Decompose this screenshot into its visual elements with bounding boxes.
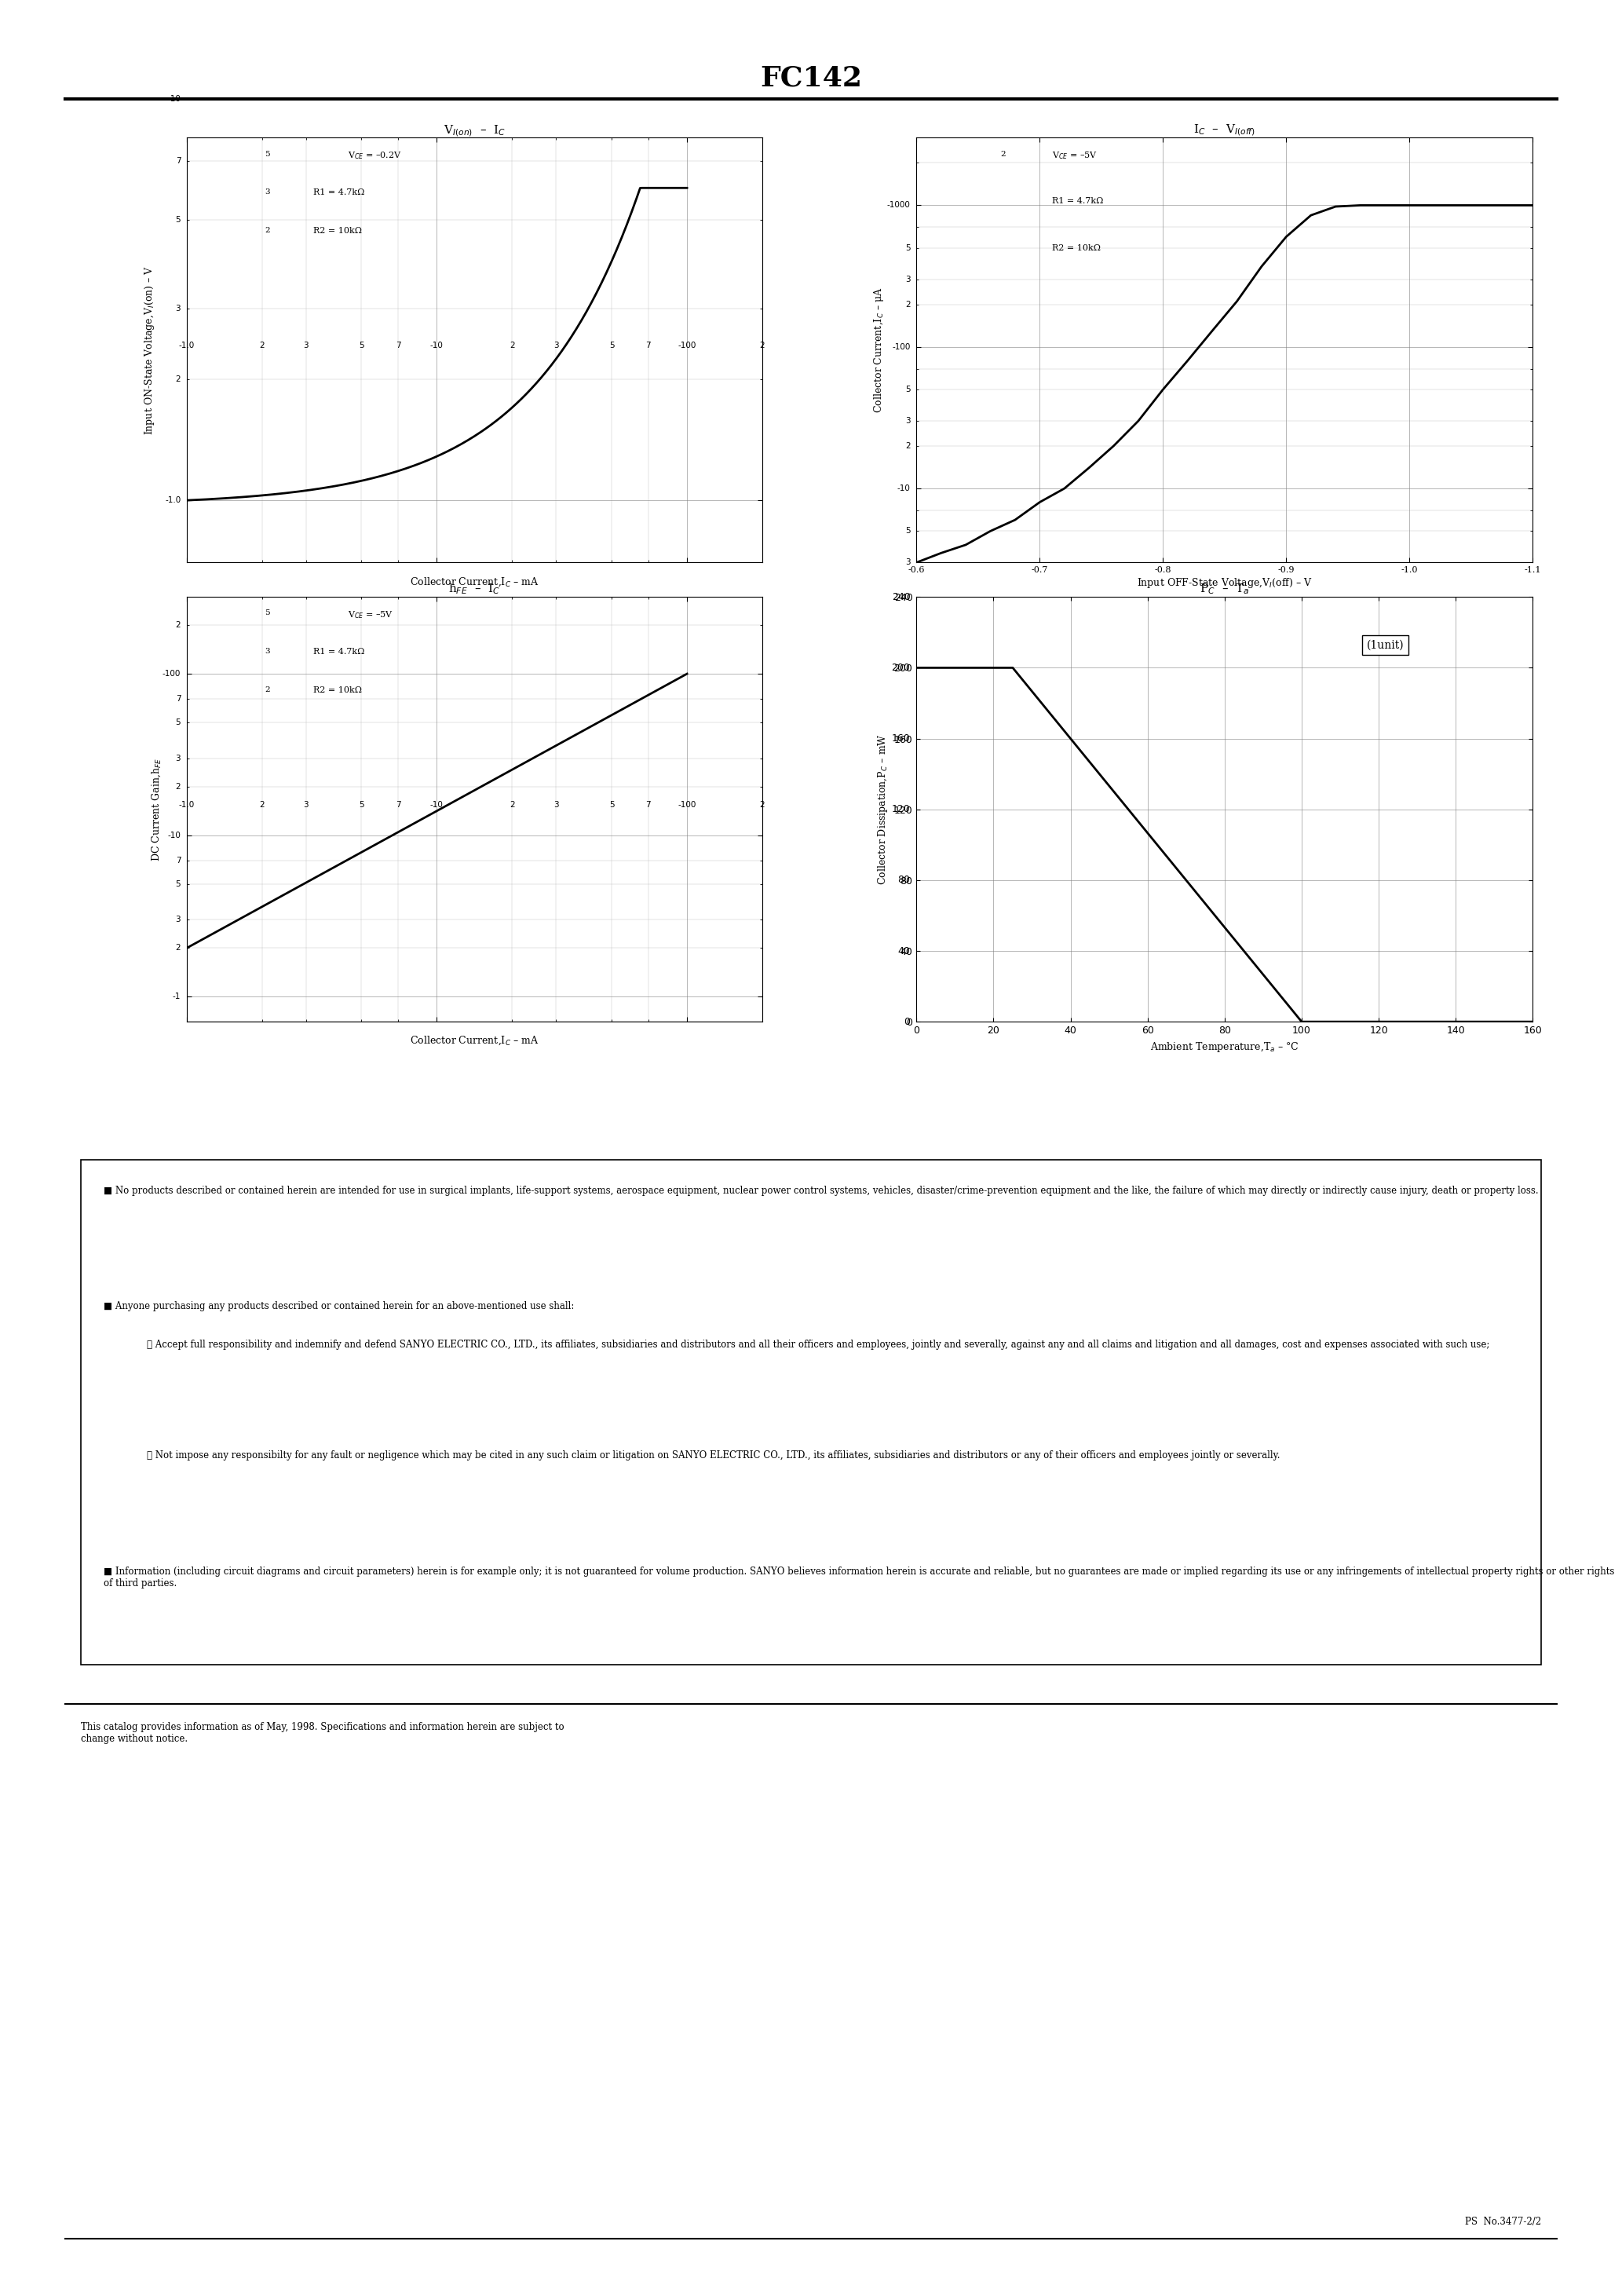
X-axis label: Collector Current,I$_C$ – mA: Collector Current,I$_C$ – mA bbox=[410, 1035, 539, 1047]
Y-axis label: Input ON-State Voltage,V$_I$(on) – V: Input ON-State Voltage,V$_I$(on) – V bbox=[143, 266, 156, 434]
Text: -100: -100 bbox=[892, 342, 910, 351]
Text: 7: 7 bbox=[396, 801, 401, 808]
Text: FC142: FC142 bbox=[761, 64, 861, 92]
Text: R2 = 10kΩ: R2 = 10kΩ bbox=[313, 687, 362, 693]
Text: -100: -100 bbox=[678, 342, 696, 349]
Text: 0: 0 bbox=[903, 1017, 910, 1026]
Text: 2: 2 bbox=[759, 801, 766, 808]
Text: V$_{CE}$ = –5V: V$_{CE}$ = –5V bbox=[347, 611, 394, 620]
Text: 2: 2 bbox=[759, 342, 766, 349]
Text: 2: 2 bbox=[175, 622, 180, 629]
Y-axis label: DC Current Gain,h$_{FE}$: DC Current Gain,h$_{FE}$ bbox=[151, 758, 162, 861]
Text: 160: 160 bbox=[892, 732, 910, 744]
Text: R1 = 4.7kΩ: R1 = 4.7kΩ bbox=[313, 647, 365, 657]
Text: This catalog provides information as of May, 1998. Specifications and informatio: This catalog provides information as of … bbox=[81, 1722, 564, 1745]
Text: 120: 120 bbox=[892, 804, 910, 815]
Y-axis label: Collector Dissipation,P$_C$ – mW: Collector Dissipation,P$_C$ – mW bbox=[876, 735, 889, 884]
Text: -10: -10 bbox=[430, 801, 443, 808]
Text: -100: -100 bbox=[678, 801, 696, 808]
Text: ② Not impose any responsibilty for any fault or negligence which may be cited in: ② Not impose any responsibilty for any f… bbox=[148, 1451, 1280, 1460]
Text: -10: -10 bbox=[897, 484, 910, 491]
Title: h$_{FE}$  –  I$_C$: h$_{FE}$ – I$_C$ bbox=[449, 583, 500, 597]
Text: 5: 5 bbox=[905, 386, 910, 393]
Text: ■ Anyone purchasing any products described or contained herein for an above-ment: ■ Anyone purchasing any products describ… bbox=[104, 1302, 574, 1311]
Text: 2: 2 bbox=[260, 342, 264, 349]
Text: 80: 80 bbox=[897, 875, 910, 886]
Text: 2: 2 bbox=[509, 342, 514, 349]
Y-axis label: Collector Current,I$_C$ – μA: Collector Current,I$_C$ – μA bbox=[873, 287, 886, 413]
Text: 3: 3 bbox=[303, 801, 308, 808]
Text: 5: 5 bbox=[610, 342, 615, 349]
Text: 40: 40 bbox=[899, 946, 910, 955]
Text: 3: 3 bbox=[175, 916, 180, 923]
Text: R2 = 10kΩ: R2 = 10kΩ bbox=[1053, 243, 1101, 253]
Text: 5: 5 bbox=[264, 611, 269, 618]
Text: 3: 3 bbox=[303, 342, 308, 349]
Text: 3: 3 bbox=[175, 755, 180, 762]
Text: ■ No products described or contained herein are intended for use in surgical imp: ■ No products described or contained her… bbox=[104, 1185, 1539, 1196]
Text: 200: 200 bbox=[892, 664, 910, 673]
Text: 2: 2 bbox=[260, 801, 264, 808]
Text: R2 = 10kΩ: R2 = 10kΩ bbox=[313, 227, 362, 234]
Text: 240: 240 bbox=[892, 592, 910, 602]
Text: -10: -10 bbox=[430, 342, 443, 349]
Text: 3: 3 bbox=[553, 801, 558, 808]
Text: 2: 2 bbox=[175, 944, 180, 953]
Text: -1: -1 bbox=[172, 992, 180, 1001]
Text: 2: 2 bbox=[175, 783, 180, 790]
Text: 7: 7 bbox=[646, 801, 650, 808]
Text: 5: 5 bbox=[358, 801, 363, 808]
Text: 3: 3 bbox=[264, 647, 269, 654]
Text: 5: 5 bbox=[175, 879, 180, 889]
Title: I$_C$  –  V$_{I(off)}$: I$_C$ – V$_{I(off)}$ bbox=[1194, 124, 1255, 138]
Text: -10: -10 bbox=[167, 94, 180, 103]
Text: -100: -100 bbox=[162, 670, 180, 677]
X-axis label: Collector Current,I$_C$ – mA: Collector Current,I$_C$ – mA bbox=[410, 576, 539, 588]
Text: 3: 3 bbox=[905, 558, 910, 567]
Title: V$_{I(on)}$  –  I$_C$: V$_{I(on)}$ – I$_C$ bbox=[443, 124, 506, 138]
Text: -1.0: -1.0 bbox=[165, 496, 180, 505]
Text: 3: 3 bbox=[175, 305, 180, 312]
Text: ■ Information (including circuit diagrams and circuit parameters) herein is for : ■ Information (including circuit diagram… bbox=[104, 1566, 1614, 1589]
Text: 3: 3 bbox=[905, 276, 910, 282]
Text: 5: 5 bbox=[358, 342, 363, 349]
Text: 2: 2 bbox=[264, 227, 269, 234]
Text: 7: 7 bbox=[175, 696, 180, 703]
Text: 7: 7 bbox=[646, 342, 650, 349]
Text: 5: 5 bbox=[610, 801, 615, 808]
Text: V$_{CE}$ = –0.2V: V$_{CE}$ = –0.2V bbox=[347, 152, 402, 161]
Text: ① Accept full responsibility and indemnify and defend SANYO ELECTRIC CO., LTD., : ① Accept full responsibility and indemni… bbox=[148, 1341, 1489, 1350]
Text: 5: 5 bbox=[905, 243, 910, 253]
Text: R1 = 4.7kΩ: R1 = 4.7kΩ bbox=[1053, 197, 1103, 204]
Text: PS  No.3477-2/2: PS No.3477-2/2 bbox=[1465, 2218, 1541, 2227]
Text: 2: 2 bbox=[905, 301, 910, 308]
Text: 5: 5 bbox=[905, 528, 910, 535]
Text: R1 = 4.7kΩ: R1 = 4.7kΩ bbox=[313, 188, 365, 197]
Text: 5: 5 bbox=[264, 152, 269, 158]
Text: 2: 2 bbox=[509, 801, 514, 808]
Text: -1.0: -1.0 bbox=[178, 801, 195, 808]
Text: 2: 2 bbox=[264, 687, 269, 693]
Text: -1000: -1000 bbox=[887, 202, 910, 209]
Text: 3: 3 bbox=[264, 188, 269, 195]
Text: 3: 3 bbox=[905, 418, 910, 425]
Text: 2: 2 bbox=[905, 441, 910, 450]
X-axis label: Input OFF-State Voltage,V$_I$(off) – V: Input OFF-State Voltage,V$_I$(off) – V bbox=[1137, 576, 1312, 590]
Text: 7: 7 bbox=[175, 856, 180, 863]
Text: 2: 2 bbox=[175, 377, 180, 383]
X-axis label: Ambient Temperature,T$_a$ – °C: Ambient Temperature,T$_a$ – °C bbox=[1150, 1040, 1299, 1054]
Text: 3: 3 bbox=[553, 342, 558, 349]
Text: 7: 7 bbox=[175, 156, 180, 165]
Title: P$_C$  –  T$_a$: P$_C$ – T$_a$ bbox=[1200, 583, 1249, 597]
Text: 2: 2 bbox=[1001, 152, 1006, 158]
Text: (1unit): (1unit) bbox=[1366, 641, 1403, 650]
Text: -1.0: -1.0 bbox=[178, 342, 195, 349]
Text: -10: -10 bbox=[167, 831, 180, 840]
Text: 7: 7 bbox=[396, 342, 401, 349]
Text: 5: 5 bbox=[175, 216, 180, 223]
Text: 5: 5 bbox=[175, 719, 180, 726]
Text: V$_{CE}$ = –5V: V$_{CE}$ = –5V bbox=[1053, 152, 1098, 161]
